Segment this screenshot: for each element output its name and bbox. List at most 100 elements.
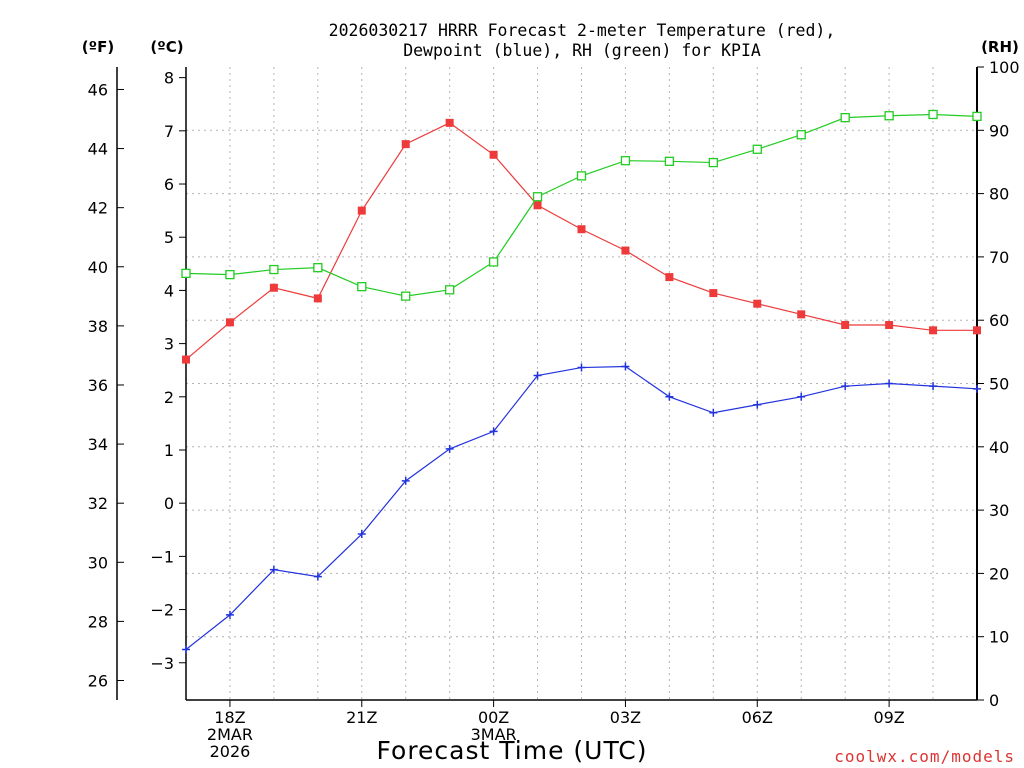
rh-tick-label: 40 [989, 438, 1009, 457]
temperature-point [885, 320, 894, 329]
rh-point [532, 192, 543, 202]
rh-tick-label: 0 [989, 691, 999, 710]
temperature-point [709, 289, 718, 298]
dewpoint-point [445, 444, 454, 453]
rh-tick-label: 90 [989, 121, 1009, 140]
x-tick-label: 21Z [346, 708, 377, 727]
grid-lines [186, 67, 977, 700]
x-tick-label: 00Z [478, 708, 509, 727]
temperature-point [313, 294, 322, 303]
dewpoint-point [621, 362, 630, 371]
f-tick-label: 40 [88, 258, 108, 277]
dewpoint-point [753, 400, 762, 409]
c-tick-label: 7 [164, 122, 174, 141]
f-tick-label: 36 [88, 376, 108, 395]
f-tick-label: 34 [88, 435, 108, 454]
c-tick-label: 0 [164, 494, 174, 513]
rh-tick-label: 100 [989, 58, 1020, 77]
c-tick-label: 5 [164, 228, 174, 247]
x-tick-label: 06Z [742, 708, 773, 727]
rh-point [884, 111, 894, 121]
rh-tick-label: 30 [989, 501, 1009, 520]
rh-point [708, 157, 718, 168]
dewpoint-point [401, 476, 410, 485]
temperature-point [357, 206, 366, 215]
temperature-point [973, 326, 981, 335]
rh-point [357, 282, 367, 292]
temperature-point [533, 201, 542, 210]
rh-point [488, 257, 499, 267]
dewpoint-point [357, 530, 366, 539]
dewpoint-point [885, 379, 894, 388]
rh-point [664, 156, 675, 166]
axes: 876543210−1−2−34644424038363432302826100… [88, 58, 1020, 761]
c-tick-label: 2 [164, 388, 174, 407]
chart-title-line2: Dewpoint (blue), RH (green) for KPIA [403, 41, 761, 60]
x-tick-label: 2MAR [207, 725, 253, 744]
rh-tick-label: 20 [989, 564, 1009, 583]
dewpoint-point [797, 392, 806, 401]
rh-point [269, 264, 279, 275]
rh-point [620, 156, 631, 166]
temperature-point [797, 310, 806, 319]
rh-point [840, 112, 850, 123]
f-tick-label: 38 [88, 317, 108, 336]
dewpoint-point [841, 382, 850, 391]
temperature-point [182, 355, 190, 364]
temperature-point [577, 225, 586, 234]
rh-point [576, 171, 587, 181]
watermark: coolwx.com/models [834, 747, 1015, 766]
rh-point [313, 263, 323, 273]
c-tick-label: −1 [150, 547, 174, 566]
temperature-point [269, 283, 278, 292]
f-tick-label: 42 [88, 199, 108, 218]
dewpoint-point [269, 565, 278, 574]
temperature-point [753, 299, 762, 308]
rh-point [445, 285, 455, 295]
rh-point [972, 111, 982, 122]
rh-tick-label: 10 [989, 628, 1009, 647]
f-tick-label: 26 [88, 671, 108, 690]
rh-point [181, 268, 191, 279]
f-tick-label: 46 [88, 80, 108, 99]
temperature-point [841, 320, 850, 329]
temperature-point [929, 326, 938, 335]
x-tick-label: 03Z [610, 708, 641, 727]
f-tick-label: 32 [88, 494, 108, 513]
chart-title-line1: 2026030217 HRRR Forecast 2-meter Tempera… [329, 21, 836, 40]
f-tick-label: 28 [88, 612, 108, 631]
f-tick-label: 44 [88, 140, 108, 159]
rh-point [401, 291, 411, 301]
rh-tick-label: 60 [989, 311, 1009, 330]
x-tick-label: 3MAR [471, 725, 517, 744]
rh-point [752, 144, 762, 154]
unit-label-fahrenheit: (ºF) [82, 38, 114, 56]
series-layer [181, 109, 982, 654]
rh-point [225, 269, 235, 280]
dewpoint-point [313, 572, 322, 581]
dewpoint-point [577, 363, 586, 372]
x-axis-label: Forecast Time (UTC) [377, 736, 648, 765]
temperature-point [621, 246, 630, 255]
c-tick-label: 4 [164, 281, 174, 300]
c-tick-label: 3 [164, 335, 174, 354]
c-tick-label: 8 [164, 69, 174, 88]
x-tick-label: 09Z [873, 708, 904, 727]
temperature-point [665, 273, 674, 282]
unit-label-celsius: (ºC) [150, 38, 183, 56]
dewpoint-point [665, 392, 674, 401]
rh-tick-label: 70 [989, 248, 1009, 267]
x-tick-label: 18Z [214, 708, 245, 727]
c-tick-label: 1 [164, 441, 174, 460]
x-tick-label: 2026 [210, 742, 251, 761]
temperature-point [489, 150, 498, 159]
c-tick-label: 6 [164, 175, 174, 194]
rh-tick-label: 80 [989, 185, 1009, 204]
dewpoint-point [929, 382, 938, 391]
temperature-point [225, 318, 234, 327]
f-tick-label: 30 [88, 553, 108, 572]
dewpoint-point [973, 384, 981, 393]
dewpoint-point [182, 645, 190, 654]
unit-label-rh: (RH) [981, 38, 1019, 56]
